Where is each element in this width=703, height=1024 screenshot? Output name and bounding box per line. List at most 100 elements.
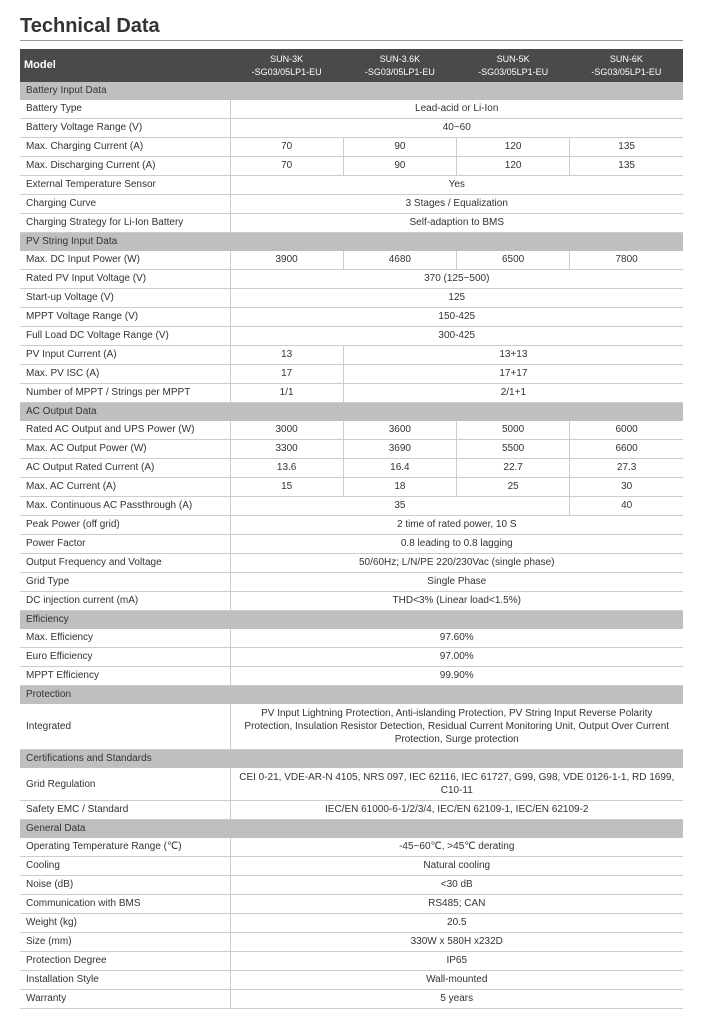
- table-row: Battery Voltage Range (V)40~60: [20, 119, 683, 138]
- row-value: 6000: [570, 421, 683, 440]
- row-value: 17: [230, 365, 343, 384]
- row-label: Max. AC Output Power (W): [20, 440, 230, 459]
- row-value: 3600: [343, 421, 456, 440]
- row-value: 40: [570, 497, 683, 516]
- row-value: 30: [570, 478, 683, 497]
- row-value: -45~60℃, >45℃ derating: [230, 838, 683, 857]
- row-label: Max. AC Current (A): [20, 478, 230, 497]
- row-value: 18: [343, 478, 456, 497]
- row-label: Protection Degree: [20, 952, 230, 971]
- row-value: 27.3: [570, 459, 683, 478]
- section-header-label: Efficiency: [20, 611, 683, 630]
- header-model-label: Model: [20, 49, 230, 82]
- row-value: 150-425: [230, 308, 683, 327]
- table-row: Rated AC Output and UPS Power (W)3000360…: [20, 421, 683, 440]
- header-model: SUN-3K-SG03/05LP1-EU: [230, 49, 343, 82]
- row-value: 6600: [570, 440, 683, 459]
- table-row: Grid TypeSingle Phase: [20, 573, 683, 592]
- row-label: Rated AC Output and UPS Power (W): [20, 421, 230, 440]
- row-value: 120: [457, 138, 570, 157]
- row-label: Battery Voltage Range (V): [20, 119, 230, 138]
- table-row: AC Output Rated Current (A)13.616.422.72…: [20, 459, 683, 478]
- page-title: Technical Data: [20, 15, 683, 41]
- row-label: Charging Strategy for Li-Ion Battery: [20, 214, 230, 233]
- row-value: 40~60: [230, 119, 683, 138]
- row-label: Euro Efficiency: [20, 648, 230, 667]
- row-label: Size (mm): [20, 933, 230, 952]
- section-header-label: Battery Input Data: [20, 82, 683, 100]
- row-value: Natural cooling: [230, 857, 683, 876]
- row-value: 135: [570, 138, 683, 157]
- row-value: 13+13: [343, 346, 683, 365]
- table-row: Size (mm)330W x 580H x232D: [20, 933, 683, 952]
- section-header: General Data: [20, 820, 683, 839]
- row-value: 97.60%: [230, 629, 683, 648]
- header-model: SUN-5K-SG03/05LP1-EU: [457, 49, 570, 82]
- table-row: Output Frequency and Voltage50/60Hz; L/N…: [20, 554, 683, 573]
- row-value: IP65: [230, 952, 683, 971]
- table-row: DC injection current (mA)THD<3% (Linear …: [20, 592, 683, 611]
- row-label: MPPT Efficiency: [20, 667, 230, 686]
- section-header: Battery Input Data: [20, 82, 683, 100]
- table-row: Number of MPPT / Strings per MPPT1/12/1+…: [20, 384, 683, 403]
- row-value: 17+17: [343, 365, 683, 384]
- table-row: Power Factor0.8 leading to 0.8 lagging: [20, 535, 683, 554]
- table-row: Max. Charging Current (A)7090120135: [20, 138, 683, 157]
- table-row: Start-up Voltage (V)125: [20, 289, 683, 308]
- row-value: THD<3% (Linear load<1.5%): [230, 592, 683, 611]
- table-row: Communication with BMSRS485; CAN: [20, 895, 683, 914]
- row-value: 125: [230, 289, 683, 308]
- row-label: AC Output Rated Current (A): [20, 459, 230, 478]
- table-row: Operating Temperature Range (℃)-45~60℃, …: [20, 838, 683, 857]
- row-value: 4680: [343, 251, 456, 270]
- row-value: 20.5: [230, 914, 683, 933]
- row-value: 300-425: [230, 327, 683, 346]
- row-label: Operating Temperature Range (℃): [20, 838, 230, 857]
- section-header: Protection: [20, 686, 683, 705]
- row-value: IEC/EN 61000-6-1/2/3/4, IEC/EN 62109-1, …: [230, 801, 683, 820]
- row-value: <30 dB: [230, 876, 683, 895]
- row-label: Installation Style: [20, 971, 230, 990]
- row-label: Peak Power (off grid): [20, 516, 230, 535]
- section-header: PV String Input Data: [20, 233, 683, 252]
- row-value: Wall-mounted: [230, 971, 683, 990]
- row-label: Battery Type: [20, 100, 230, 119]
- row-label: MPPT Voltage Range (V): [20, 308, 230, 327]
- row-value: Single Phase: [230, 573, 683, 592]
- row-value: 3300: [230, 440, 343, 459]
- table-row: MPPT Efficiency99.90%: [20, 667, 683, 686]
- row-value: 99.90%: [230, 667, 683, 686]
- table-row: Protection DegreeIP65: [20, 952, 683, 971]
- table-row: Warranty5 years: [20, 990, 683, 1009]
- row-value: 90: [343, 138, 456, 157]
- table-row: Installation StyleWall-mounted: [20, 971, 683, 990]
- row-value: 5500: [457, 440, 570, 459]
- table-row: Peak Power (off grid)2 time of rated pow…: [20, 516, 683, 535]
- row-label: Weight (kg): [20, 914, 230, 933]
- row-value: 16.4: [343, 459, 456, 478]
- table-row: Grid RegulationCEI 0-21, VDE-AR-N 4105, …: [20, 768, 683, 801]
- row-value: 15: [230, 478, 343, 497]
- row-value: 50/60Hz; L/N/PE 220/230Vac (single phase…: [230, 554, 683, 573]
- row-value: 5 years: [230, 990, 683, 1009]
- row-label: Charging Curve: [20, 195, 230, 214]
- row-value: 0.8 leading to 0.8 lagging: [230, 535, 683, 554]
- row-label: Start-up Voltage (V): [20, 289, 230, 308]
- row-value: 70: [230, 157, 343, 176]
- table-row: Safety EMC / StandardIEC/EN 61000-6-1/2/…: [20, 801, 683, 820]
- table-row: Max. DC Input Power (W)3900468065007800: [20, 251, 683, 270]
- row-label: Max. Efficiency: [20, 629, 230, 648]
- table-row: PV Input Current (A)1313+13: [20, 346, 683, 365]
- table-row: Full Load DC Voltage Range (V)300-425: [20, 327, 683, 346]
- row-value: CEI 0-21, VDE-AR-N 4105, NRS 097, IEC 62…: [230, 768, 683, 801]
- row-label: Grid Type: [20, 573, 230, 592]
- row-label: Warranty: [20, 990, 230, 1009]
- row-value: 13.6: [230, 459, 343, 478]
- row-value: 1/1: [230, 384, 343, 403]
- row-value: 3900: [230, 251, 343, 270]
- row-value: RS485; CAN: [230, 895, 683, 914]
- section-header-label: General Data: [20, 820, 683, 839]
- header-model: SUN-3.6K-SG03/05LP1-EU: [343, 49, 456, 82]
- table-row: CoolingNatural cooling: [20, 857, 683, 876]
- row-value: PV Input Lightning Protection, Anti-isla…: [230, 704, 683, 750]
